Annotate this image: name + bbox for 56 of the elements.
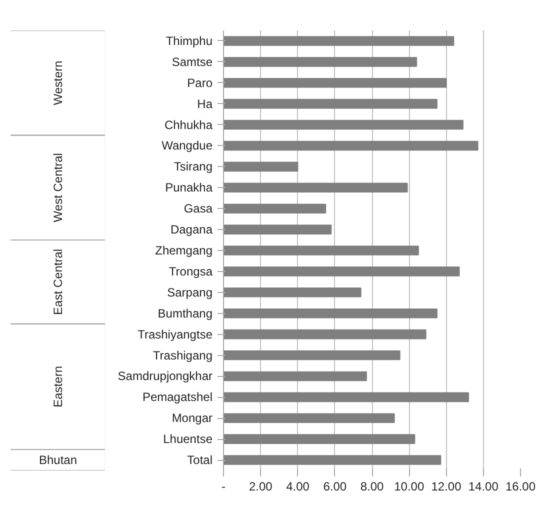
- x-tick-label: 4.00: [286, 480, 310, 494]
- y-tick-label: Thimphu: [166, 34, 212, 48]
- x-tick-label: 6.00: [323, 480, 347, 494]
- text: West Central: [51, 153, 65, 222]
- y-tick-label: Mongar: [172, 411, 213, 426]
- x-tick-label: 16.00: [505, 480, 536, 494]
- y-tick-label: Paro: [187, 76, 213, 90]
- bar: [224, 98, 438, 109]
- y-tick-label: Samdrupjongkhar: [118, 369, 213, 384]
- x-tick-label: 12.00: [431, 480, 462, 494]
- bar: [224, 246, 419, 256]
- y-tick-label: Zhemgang: [155, 244, 213, 258]
- y-tick-label: Sarpang: [167, 285, 213, 300]
- y-tick-label: Dagana: [170, 222, 213, 237]
- bar: [224, 224, 332, 234]
- y-tick-label: Total: [187, 453, 213, 468]
- x-tick-label: 14.00: [468, 480, 499, 494]
- bar: [224, 204, 326, 214]
- bar: [224, 78, 447, 88]
- y-tick-label: Trongsa: [168, 264, 213, 278]
- y-tick-label: Ha: [197, 96, 213, 111]
- text: Western: [51, 60, 65, 106]
- bar: [224, 413, 395, 424]
- bar: [224, 392, 470, 402]
- bar: [224, 308, 438, 318]
- text: Bhutan: [38, 453, 78, 468]
- y-tick-label: Lhuentse: [163, 432, 213, 446]
- bar: [224, 329, 426, 340]
- text: East Central: [51, 248, 65, 315]
- x-tick-label: 8.00: [360, 480, 384, 494]
- bar: [224, 288, 362, 298]
- bar: [224, 140, 478, 151]
- bar: [224, 36, 454, 46]
- bar: [224, 371, 367, 382]
- bar: [224, 120, 464, 130]
- y-tick-label: Tsirang: [174, 160, 213, 174]
- y-tick-label: Chhukha: [164, 118, 213, 132]
- y-tick-label: Gasa: [184, 202, 213, 216]
- bar: [224, 162, 298, 172]
- y-tick-label: Bumthang: [158, 306, 212, 320]
- bar: [224, 455, 442, 465]
- y-tick-label: Pemagatshel: [142, 390, 213, 404]
- y-tick-label: Trashigang: [152, 348, 213, 362]
- y-tick-label: Trashiyangtse: [138, 327, 213, 342]
- bar: [224, 57, 418, 67]
- text: Eastern: [51, 366, 65, 408]
- y-tick-label: Samtse: [172, 54, 213, 69]
- x-tick-label: 10.00: [394, 480, 424, 494]
- bar: [224, 266, 460, 276]
- bar: [224, 350, 400, 360]
- bar: [224, 182, 408, 193]
- bar: [224, 434, 416, 444]
- y-tick-label: Punakha: [165, 180, 213, 195]
- x-tick-label: 2.00: [248, 480, 273, 494]
- x-tick-label: -: [222, 480, 226, 494]
- y-tick-label: Wangdue: [162, 138, 213, 153]
